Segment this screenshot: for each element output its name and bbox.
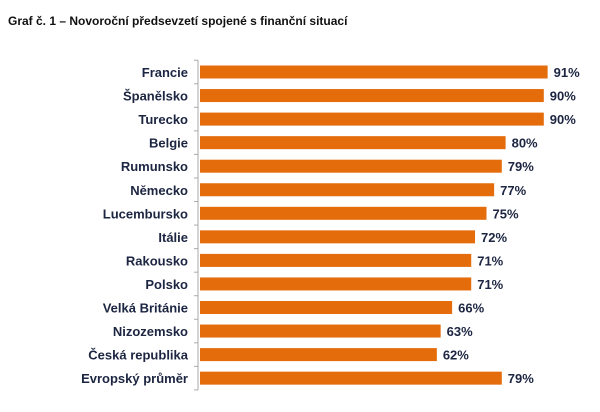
chart-title: Graf č. 1 – Novoroční předsevzetí spojen… — [8, 14, 348, 28]
bar — [200, 324, 441, 338]
bar — [200, 371, 502, 385]
category-label: Turecko — [138, 112, 188, 127]
value-label: 79% — [508, 371, 534, 386]
value-label: 75% — [493, 206, 519, 221]
category-label: Velká Británie — [103, 301, 188, 316]
value-label: 72% — [481, 230, 507, 245]
category-label: Belgie — [149, 136, 188, 151]
value-label: 91% — [554, 65, 580, 80]
category-label: Španělsko — [123, 89, 188, 104]
bar — [200, 277, 472, 291]
bar — [200, 230, 476, 244]
bar — [200, 206, 487, 220]
bar — [200, 159, 502, 173]
bar — [200, 65, 548, 79]
bar — [200, 348, 437, 362]
bar — [200, 301, 453, 314]
value-label: 63% — [447, 324, 473, 339]
category-label: Lucembursko — [103, 206, 188, 221]
category-label: Rakousko — [126, 253, 188, 268]
category-label: Itálie — [158, 230, 188, 245]
category-label: Evropský průměr — [81, 371, 188, 386]
value-label: 66% — [458, 301, 484, 316]
category-label: Česká republika — [88, 348, 188, 363]
value-label: 62% — [443, 348, 469, 363]
bar — [200, 112, 544, 126]
category-label: Nizozemsko — [113, 324, 188, 339]
value-label: 71% — [477, 253, 503, 268]
bar — [200, 253, 472, 267]
category-label: Francie — [142, 65, 188, 80]
bar — [200, 89, 544, 103]
category-label: Německo — [130, 183, 188, 198]
value-label: 79% — [508, 159, 534, 174]
value-label: 80% — [512, 136, 538, 151]
bar — [200, 136, 506, 150]
value-label: 71% — [477, 277, 503, 292]
bar — [200, 183, 495, 197]
category-label: Polsko — [145, 277, 188, 292]
value-label: 90% — [550, 112, 576, 127]
value-label: 90% — [550, 89, 576, 104]
category-label: Rumunsko — [121, 159, 188, 174]
value-label: 77% — [500, 183, 526, 198]
